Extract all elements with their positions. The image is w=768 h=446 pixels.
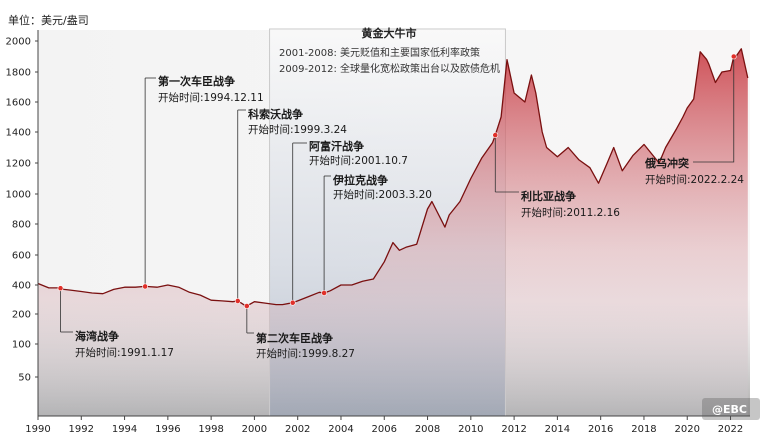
x-tick-label: 2020	[675, 424, 700, 435]
event-marker	[321, 290, 327, 296]
x-tick-label: 2014	[545, 424, 570, 435]
watermark: @EBC	[702, 398, 760, 420]
price-line	[37, 48, 749, 307]
price-area-fill	[38, 48, 748, 417]
y-tick-label: 1600	[6, 98, 31, 109]
annotation-subtitle: 开始时间:1999.8.27	[256, 347, 355, 360]
price-area	[38, 48, 748, 417]
event-annotations: 海湾战争开始时间:1991.1.17第一次车臣战争开始时间:1994.12.11…	[57, 53, 744, 360]
annotation-title: 第二次车臣战争	[256, 331, 333, 345]
annotation-subtitle: 开始时间:1991.1.17	[75, 346, 174, 359]
y-tick-label: 1000	[6, 190, 31, 201]
annotation-subtitle: 开始时间:2022.2.24	[645, 173, 744, 186]
y-tick-label: 1400	[6, 128, 31, 139]
band-line-1: 2001-2008: 美元贬值和主要国家低利率政策	[279, 46, 480, 59]
y-axis-label: 单位：美元/盎司	[8, 13, 89, 27]
band-title: 黄金大牛市	[362, 26, 417, 40]
annotation-subtitle: 开始时间:1999.3.24	[248, 123, 347, 136]
event-marker	[243, 303, 250, 309]
x-tick-label: 2016	[588, 424, 613, 435]
event-marker	[492, 132, 499, 138]
annotation-title: 科索沃战争	[248, 107, 303, 121]
x-tick-label: 1994	[112, 424, 137, 435]
annotation-title: 俄乌冲突	[644, 156, 689, 170]
x-tick-label: 2008	[415, 424, 440, 435]
annotation-title: 利比亚战争	[521, 189, 576, 203]
y-tick-label: 100	[12, 340, 31, 351]
annotation-subtitle: 开始时间:2011.2.16	[521, 206, 620, 219]
event-marker	[730, 53, 737, 60]
x-tick-label: 1992	[69, 424, 94, 435]
event-marker	[142, 283, 149, 290]
price-line-path	[37, 48, 749, 307]
event-marker	[234, 298, 241, 304]
annotation-title: 伊拉克战争	[332, 173, 388, 187]
annotation-title: 第一次车臣战争	[158, 74, 235, 88]
x-tick-label: 2010	[458, 424, 483, 435]
y-tick-label: 1200	[6, 159, 31, 170]
x-tick-label: 2018	[631, 424, 656, 435]
event-marker	[289, 299, 296, 306]
x-tick-label: 1998	[198, 424, 223, 435]
annotation-subtitle: 开始时间:1994.12.11	[158, 91, 264, 104]
event-marker	[57, 285, 64, 292]
x-tick-label: 2012	[501, 424, 526, 435]
x-tick-label: 1996	[155, 424, 180, 435]
tick-labels: 50 100 200 400 600 800 1000 1200 1400 1600 1800 200…	[6, 37, 744, 436]
y-tick-label: 800	[12, 220, 31, 231]
x-tick-label: 1990	[25, 424, 50, 435]
watermark-text: @EBC	[712, 403, 747, 416]
y-tick-label: 50	[18, 373, 31, 384]
x-tick-label: 2022	[718, 424, 743, 435]
x-tick-label: 2002	[285, 424, 310, 435]
y-tick-label: 1800	[6, 68, 31, 79]
y-tick-label: 600	[12, 251, 31, 262]
annotation-subtitle: 开始时间:2001.10.7	[309, 154, 408, 167]
annotation-title: 阿富汗战争	[309, 139, 364, 153]
x-tick-label: 2004	[328, 424, 353, 435]
y-tick-label: 2000	[6, 37, 31, 48]
annotation-title: 海湾战争	[75, 329, 119, 343]
x-tick-label: 2006	[372, 424, 397, 435]
x-tick-label: 2000	[242, 424, 267, 435]
axes	[37, 30, 750, 417]
y-tick-label: 400	[12, 281, 31, 292]
annotation-leader	[693, 56, 735, 163]
y-tick-label: 200	[12, 310, 31, 321]
annotation-subtitle: 开始时间:2003.3.20	[333, 188, 432, 201]
band-line-2: 2009-2012: 全球量化宽松政策出台以及欧债危机	[279, 62, 500, 75]
